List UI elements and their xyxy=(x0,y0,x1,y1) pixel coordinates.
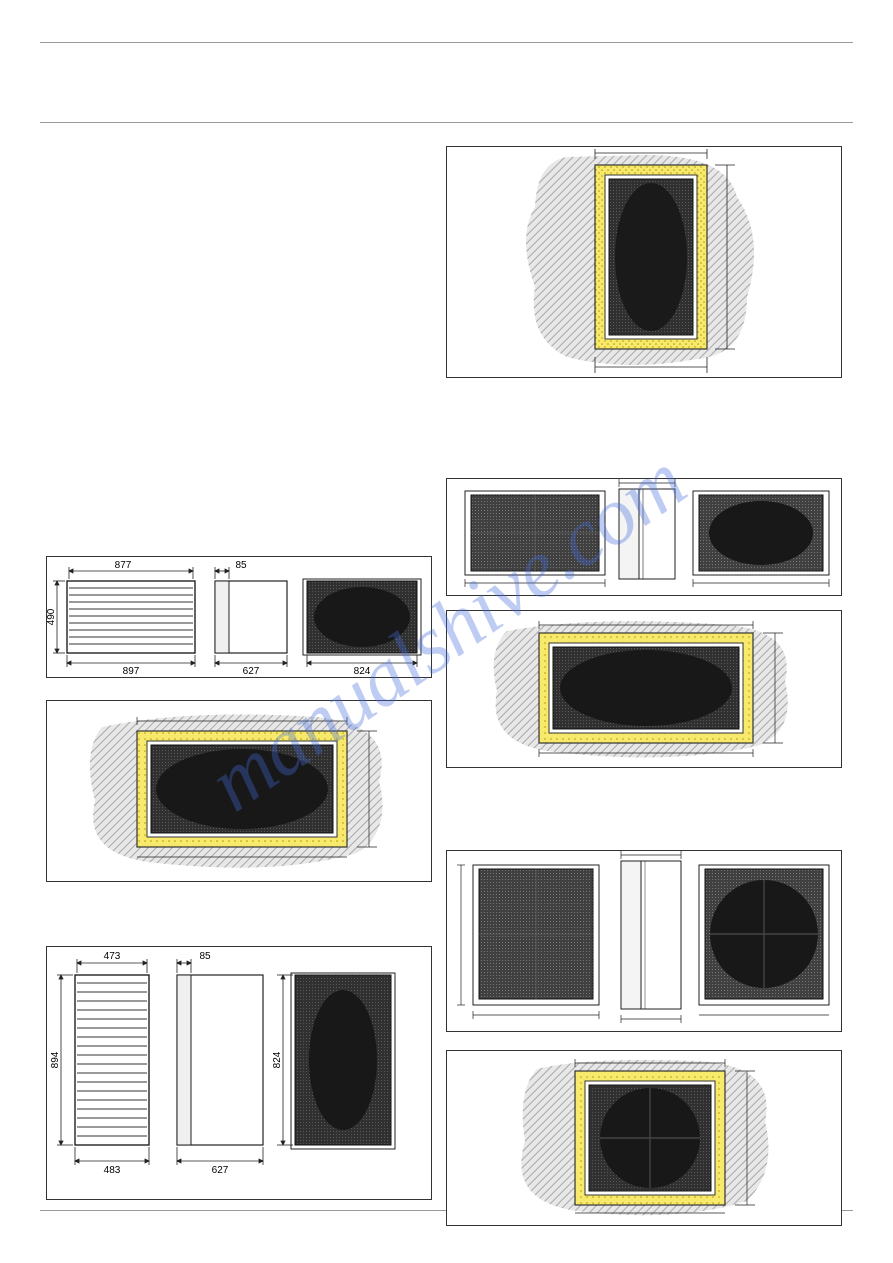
dim-824: 824 xyxy=(354,666,371,677)
panel-threeview-louver-vertical: 473 85 483 627 894 824 xyxy=(46,946,432,1200)
dim-627: 627 xyxy=(243,666,260,677)
panel-cutout-vertical xyxy=(446,146,842,378)
diagram-threeview-louver-vertical: 473 85 483 627 894 824 xyxy=(47,947,433,1201)
diagram-cutout-square xyxy=(447,1051,843,1227)
dim-85b: 85 xyxy=(199,951,211,962)
diagram-threeview-square-grille xyxy=(447,851,843,1033)
dim-483: 483 xyxy=(104,1165,121,1176)
rule-top-2 xyxy=(40,122,853,123)
dim-490: 490 xyxy=(47,608,57,625)
rule-top-1 xyxy=(40,42,853,43)
panel-cutout-horizontal-right xyxy=(446,610,842,768)
diagram-threeview-horizontal-grille xyxy=(447,479,843,597)
dim-824b: 824 xyxy=(272,1051,283,1068)
panel-threeview-louver-horizontal: 877 85 897 627 824 490 xyxy=(46,556,432,678)
dim-894: 894 xyxy=(50,1051,61,1068)
panel-cutout-horizontal-left xyxy=(46,700,432,882)
diagram-threeview-louver-horizontal: 877 85 897 627 824 490 xyxy=(47,557,433,679)
diagram-cutout-horizontal-left xyxy=(47,701,433,883)
diagram-cutout-horizontal-right xyxy=(447,611,843,769)
dim-877: 877 xyxy=(115,560,132,571)
dim-627b: 627 xyxy=(212,1165,229,1176)
dim-473: 473 xyxy=(104,951,121,962)
panel-threeview-square-grille xyxy=(446,850,842,1032)
dim-897: 897 xyxy=(123,666,140,677)
panel-cutout-square xyxy=(446,1050,842,1226)
dim-85: 85 xyxy=(235,560,247,571)
panel-threeview-horizontal-grille xyxy=(446,478,842,596)
diagram-cutout-vertical xyxy=(447,147,843,379)
